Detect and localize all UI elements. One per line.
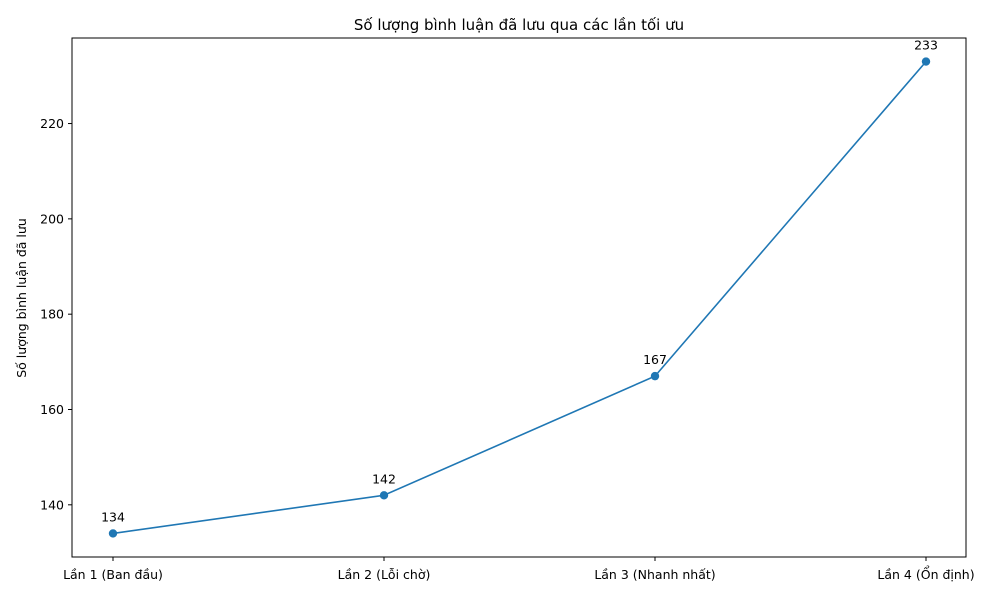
y-axis-label: Số lượng bình luận đã lưu bbox=[14, 218, 29, 378]
data-point bbox=[921, 57, 931, 66]
data-point bbox=[108, 529, 118, 538]
series-layer bbox=[108, 57, 931, 538]
chart-title: Số lượng bình luận đã lưu qua các lần tố… bbox=[354, 16, 684, 34]
x-tick-label: Lần 3 (Nhanh nhất) bbox=[594, 567, 715, 582]
data-point bbox=[650, 371, 660, 381]
y-axis-ticks: 140 160 180 200 220 bbox=[40, 116, 72, 512]
y-tick-label: 180 bbox=[40, 307, 64, 322]
series-line bbox=[112, 61, 927, 535]
plot-area-frame bbox=[71, 37, 967, 558]
x-tick-label: Lần 2 (Lỗi chờ) bbox=[338, 567, 431, 582]
y-tick-label: 200 bbox=[40, 211, 64, 226]
y-tick-label: 220 bbox=[40, 116, 64, 131]
x-tick-label: Lần 4 (Ổn định) bbox=[877, 566, 974, 582]
y-tick-label: 140 bbox=[40, 497, 64, 512]
data-point bbox=[379, 491, 389, 500]
data-label: 134 bbox=[101, 509, 125, 524]
data-label: 167 bbox=[643, 352, 667, 367]
data-labels-layer: 134 142 167 233 bbox=[101, 38, 938, 525]
x-tick-label: Lần 1 (Ban đầu) bbox=[63, 567, 163, 582]
y-tick-label: 160 bbox=[40, 402, 64, 417]
data-label: 233 bbox=[914, 38, 938, 53]
x-axis-ticks: Lần 1 (Ban đầu) Lần 2 (Lỗi chờ) Lần 3 (Nha… bbox=[63, 557, 975, 582]
data-label: 142 bbox=[372, 471, 396, 486]
